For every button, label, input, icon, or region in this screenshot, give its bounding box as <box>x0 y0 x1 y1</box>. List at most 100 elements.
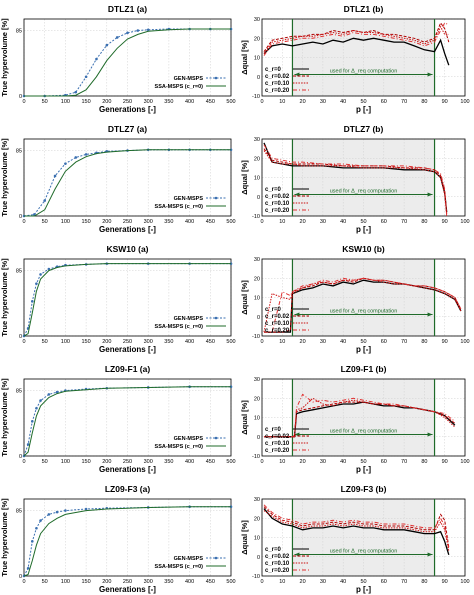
x-tick-label: 70 <box>401 219 407 225</box>
x-tick-label: 50 <box>42 459 48 465</box>
plot-frame <box>261 18 466 97</box>
y-tick-label: 0 <box>257 555 260 561</box>
legend-label: c_r=0.02 <box>265 314 290 320</box>
legend-label: c_r=0 <box>265 307 282 313</box>
x-tick-label: 300 <box>144 459 153 465</box>
x-axis-label: Generations [-] <box>99 225 156 234</box>
x-tick-label: 90 <box>442 99 448 105</box>
convergence-chart: LZ09-F1 (a) 0 50 100 150 200 250 300 350 400 450 50… <box>0 364 236 474</box>
y-axis-label: Δqual [%] <box>240 400 249 435</box>
x-tick-label: 80 <box>421 579 427 585</box>
y-tick-label: 0 <box>257 75 260 81</box>
x-tick-label: 40 <box>340 339 346 345</box>
x-tick-label: 400 <box>185 579 194 585</box>
plot-frame <box>261 378 466 457</box>
legend-label: GEN-MSPS <box>174 556 204 562</box>
series-line <box>263 150 448 215</box>
legend-marker <box>214 316 218 320</box>
x-tick-label: 20 <box>300 459 306 465</box>
convergence-chart: DTLZ1 (a) 0 50 100 150 200 250 300 350 400 450 500 0… <box>0 4 236 114</box>
series-line <box>264 277 462 333</box>
x-tick-label: 100 <box>460 459 469 465</box>
y-tick-label: 20 <box>254 396 260 402</box>
x-tick-label: 70 <box>401 579 407 585</box>
x-tick-label: 0 <box>22 579 25 585</box>
data-point <box>30 420 34 423</box>
y-axis-label: True hypervolume [%] <box>0 138 9 217</box>
y-tick-label: -10 <box>252 454 260 460</box>
x-tick-label: 10 <box>279 579 285 585</box>
x-tick-label: 20 <box>300 579 306 585</box>
plot-frame <box>23 498 232 577</box>
series-line <box>263 508 450 555</box>
series-line <box>263 22 450 56</box>
x-tick-label: 100 <box>460 219 469 225</box>
plot-frame <box>261 498 466 577</box>
x-tick-label: 50 <box>360 219 366 225</box>
series-line <box>263 277 462 333</box>
legend-label: GEN-MSPS <box>174 196 204 202</box>
y-tick-label: 0 <box>19 454 22 460</box>
legend-label: c_r=0.20 <box>265 568 290 574</box>
legend-label: c_r=0 <box>265 427 282 433</box>
legend-label: c_r=0.02 <box>265 194 290 200</box>
x-tick-label: 30 <box>320 459 326 465</box>
x-tick-label: 0 <box>260 339 263 345</box>
x-tick-label: 0 <box>22 219 25 225</box>
y-tick-label: 85 <box>16 509 22 515</box>
x-tick-label: 100 <box>61 459 70 465</box>
arrow-head <box>294 552 300 557</box>
x-tick-label: 0 <box>22 459 25 465</box>
legend-label: c_r=0.02 <box>265 554 290 560</box>
y-tick-label: 30 <box>254 257 260 263</box>
x-tick-label: 90 <box>442 579 448 585</box>
arrow-head <box>294 312 300 317</box>
series-line <box>263 144 448 217</box>
legend-label: c_r=0 <box>265 187 282 193</box>
x-tick-label: 100 <box>460 579 469 585</box>
y-tick-label: 30 <box>254 17 260 23</box>
y-tick-label: -10 <box>252 334 260 340</box>
x-tick-label: 40 <box>340 459 346 465</box>
x-tick-label: 400 <box>185 99 194 105</box>
x-tick-label: 200 <box>102 339 111 345</box>
data-point <box>26 567 30 570</box>
legend-label: GEN-MSPS <box>174 76 204 82</box>
x-tick-label: 10 <box>279 459 285 465</box>
arrow-head <box>294 72 300 77</box>
chart-title: KSW10 (a) <box>106 244 148 254</box>
y-tick-label: -10 <box>252 94 260 100</box>
x-axis-label: p [-] <box>356 225 371 234</box>
data-point <box>84 75 88 79</box>
series-line <box>263 21 450 52</box>
data-point <box>35 526 38 530</box>
series-line <box>24 28 231 97</box>
y-tick-label: 85 <box>16 269 22 275</box>
x-tick-label: 300 <box>144 579 153 585</box>
convergence-chart: LZ09-F3 (a) 0 50 100 150 200 250 300 350 400 450 50… <box>0 484 236 594</box>
y-tick-label: 10 <box>254 56 260 62</box>
x-tick-label: 40 <box>340 99 346 105</box>
quality-gap-chart: DTLZ1 (b)0 10 20 30 40 50 60 70 80 90 100-10010203… <box>240 4 470 114</box>
x-tick-label: 0 <box>260 99 263 105</box>
x-tick-label: 450 <box>206 579 215 585</box>
x-tick-label: 350 <box>164 219 173 225</box>
chart-title: KSW10 (b) <box>342 244 385 254</box>
x-tick-label: 30 <box>320 219 326 225</box>
x-tick-label: 50 <box>360 459 366 465</box>
chart-title: DTLZ7 (a) <box>108 124 147 134</box>
x-tick-label: 400 <box>185 339 194 345</box>
data-point <box>47 513 51 516</box>
chart-title: DTLZ1 (a) <box>108 4 147 14</box>
legend-label: SSA-MSPS (c_r=0) <box>155 564 204 570</box>
legend-label: c_r=0.20 <box>265 448 290 454</box>
x-tick-label: 10 <box>279 339 285 345</box>
x-tick-label: 90 <box>442 339 448 345</box>
series-line <box>263 510 450 552</box>
quality-gap-chart: LZ09-F1 (b)0 10 20 30 40 50 60 70 80 90 100-100102… <box>240 364 470 474</box>
data-point <box>74 90 78 94</box>
x-tick-label: 450 <box>206 339 215 345</box>
x-tick-label: 20 <box>300 99 306 105</box>
arrow-head <box>427 432 433 437</box>
